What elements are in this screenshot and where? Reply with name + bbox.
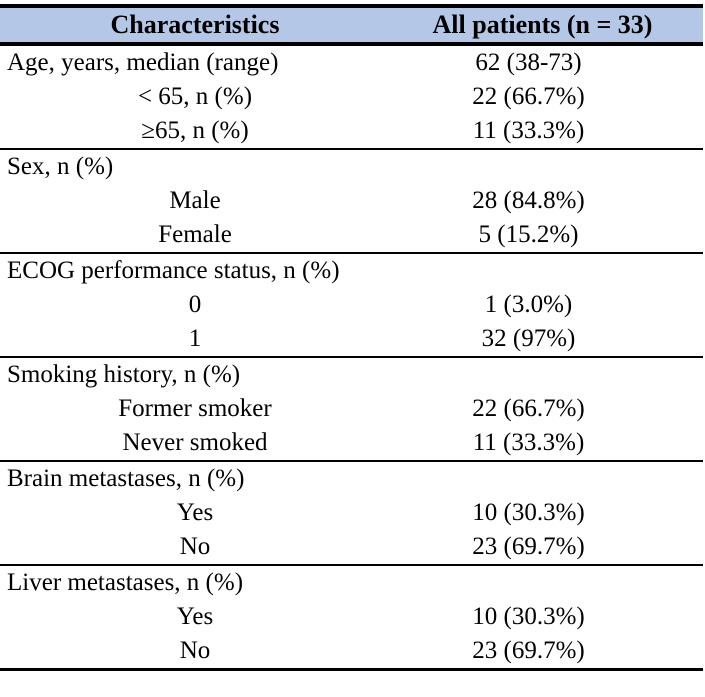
- characteristic-label: < 65, n (%): [137, 83, 253, 110]
- characteristic-value: 11 (33.3%): [472, 117, 585, 144]
- characteristic-value: 22 (66.7%): [472, 83, 585, 110]
- table-row: 1 32 (97%): [0, 322, 703, 356]
- table-body: Age, years, median (range) 62 (38-73) < 65…: [0, 46, 703, 671]
- table-row: Brain metastases, n (%): [0, 462, 703, 496]
- table-row: No 23 (69.7%): [0, 530, 703, 564]
- table-section: Liver metastases, n (%) Yes 10 (30.3%) No 23…: [0, 564, 703, 668]
- characteristic-value: 22 (66.7%): [472, 395, 585, 422]
- table-section: Brain metastases, n (%) Yes 10 (30.3%) No 23…: [0, 460, 703, 564]
- patient-characteristics-table: Characteristics All patients (n = 33) Ag…: [0, 4, 703, 671]
- characteristic-label: Former smoker: [118, 395, 272, 422]
- table-row: < 65, n (%) 22 (66.7%): [0, 80, 703, 114]
- header-characteristics: Characteristics: [110, 10, 280, 39]
- characteristic-value: 10 (30.3%): [472, 499, 585, 526]
- characteristic-label: Age, years, median (range): [7, 49, 279, 76]
- characteristic-label: ECOG performance status, n (%): [7, 257, 340, 284]
- table-row: Yes 10 (30.3%): [0, 600, 703, 634]
- table-row: Never smoked 11 (33.3%): [0, 426, 703, 460]
- characteristic-label: Liver metastases, n (%): [7, 569, 244, 596]
- table-row: ≥65, n (%) 11 (33.3%): [0, 114, 703, 148]
- table-row: Yes 10 (30.3%): [0, 496, 703, 530]
- characteristic-label: Female: [158, 221, 232, 248]
- characteristic-label: Never smoked: [122, 429, 268, 456]
- table-row: Liver metastases, n (%): [0, 566, 703, 600]
- characteristic-value: 11 (33.3%): [472, 429, 585, 456]
- characteristic-label: Brain metastases, n (%): [7, 465, 245, 492]
- characteristic-value: 23 (69.7%): [472, 533, 585, 560]
- table-row: Smoking history, n (%): [0, 358, 703, 392]
- characteristic-label: 1: [188, 325, 202, 352]
- characteristic-label: Yes: [176, 499, 214, 526]
- characteristic-value: 5 (15.2%): [478, 221, 579, 248]
- table-row: Former smoker 22 (66.7%): [0, 392, 703, 426]
- characteristic-label: Yes: [176, 603, 214, 630]
- table-section: Smoking history, n (%) Former smoker 22 (6…: [0, 356, 703, 460]
- characteristic-value: 1 (3.0%): [484, 291, 573, 318]
- characteristic-label: No: [179, 637, 211, 664]
- characteristic-value: 10 (30.3%): [472, 603, 585, 630]
- characteristic-label: No: [179, 533, 211, 560]
- characteristic-label: 0: [188, 291, 202, 318]
- table-row: ECOG performance status, n (%): [0, 254, 703, 288]
- table-header-row: Characteristics All patients (n = 33): [0, 8, 703, 46]
- table-section: ECOG performance status, n (%) 0 1 (3.0%) 1…: [0, 252, 703, 356]
- table-row: No 23 (69.7%): [0, 634, 703, 668]
- header-all-patients: All patients (n = 33): [432, 10, 653, 39]
- table-row: Sex, n (%): [0, 150, 703, 184]
- characteristic-value: 62 (38-73): [475, 49, 582, 76]
- characteristic-value: 23 (69.7%): [472, 637, 585, 664]
- table-row: Age, years, median (range) 62 (38-73): [0, 46, 703, 80]
- table-row: Male 28 (84.8%): [0, 184, 703, 218]
- characteristic-label: Smoking history, n (%): [7, 361, 241, 388]
- table-row: Female 5 (15.2%): [0, 218, 703, 252]
- characteristic-label: ≥65, n (%): [141, 117, 249, 144]
- characteristic-label: Male: [169, 187, 221, 214]
- characteristic-value: 28 (84.8%): [472, 187, 585, 214]
- table-section: Sex, n (%) Male 28 (84.8%) Female 5 (15.2%): [0, 148, 703, 252]
- characteristic-label: Sex, n (%): [7, 153, 114, 180]
- characteristic-value: 32 (97%): [481, 325, 576, 352]
- table-row: 0 1 (3.0%): [0, 288, 703, 322]
- table-section: Age, years, median (range) 62 (38-73) < 65…: [0, 46, 703, 148]
